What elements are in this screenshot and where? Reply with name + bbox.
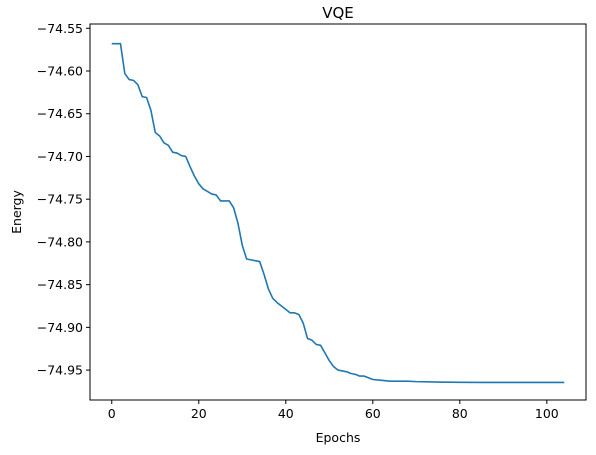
x-tick-label: 40 — [278, 406, 294, 421]
y-tick-label: −74.60 — [37, 64, 83, 79]
plot-frame — [89, 23, 587, 401]
y-tick-label: −74.75 — [37, 192, 83, 207]
x-tick-label: 0 — [108, 406, 116, 421]
x-axis-label: Epochs — [316, 430, 361, 445]
y-tick-label: −74.65 — [37, 106, 83, 121]
y-axis-label: Energy — [9, 190, 24, 234]
y-tick-label: −74.90 — [37, 320, 83, 335]
x-tick-label: 20 — [191, 406, 207, 421]
y-tick-label: −74.70 — [37, 149, 83, 164]
series-layer — [111, 42, 565, 384]
y-tick-label: −74.55 — [37, 21, 83, 36]
plot-area — [90, 24, 586, 400]
y-tick-label: −74.85 — [37, 277, 83, 292]
x-axis-ticks: 0 20 40 60 80 100 — [108, 400, 559, 421]
chart-title: VQE — [322, 4, 354, 22]
y-tick-label: −74.80 — [37, 234, 83, 249]
y-tick-label: −74.95 — [37, 363, 83, 378]
x-tick-label: 80 — [452, 406, 468, 421]
x-tick-label: 60 — [365, 406, 381, 421]
y-axis-ticks: −74.55 −74.60 −74.65 −74.70 −74.75 −74.80 −74.… — [37, 21, 90, 378]
series-line-0 — [111, 42, 565, 384]
x-tick-label: 100 — [535, 406, 559, 421]
